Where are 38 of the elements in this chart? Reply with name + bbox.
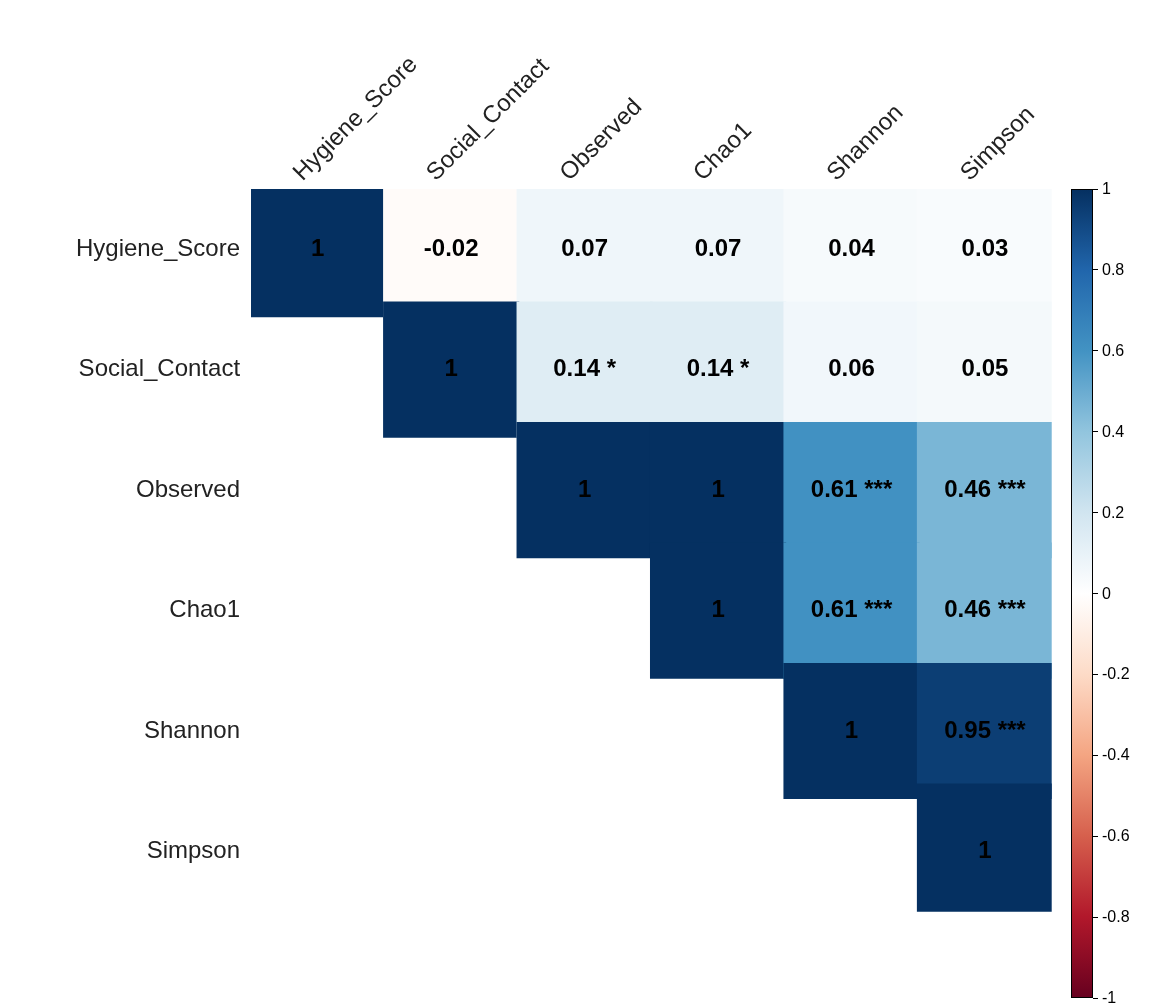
y-tick-label: Chao1 <box>169 595 241 623</box>
data-label: 0.06 <box>828 354 875 382</box>
data-label: 1 <box>844 715 859 743</box>
data-label: 1 <box>444 354 458 382</box>
y-tick-label: Shannon <box>143 715 241 743</box>
data-label: 1 <box>711 595 725 623</box>
data-label: 0.14 * <box>553 354 617 382</box>
data-label: 0.46 *** <box>944 595 1027 623</box>
color-bar-label: 0.4 <box>1102 422 1125 441</box>
color-bar-label: -0.2 <box>1102 665 1130 684</box>
data-label: 1 <box>577 474 592 502</box>
y-tick-label: Hygiene_Score <box>75 233 241 261</box>
data-label: 0.14 * <box>686 354 751 382</box>
data-label: 0.07 <box>561 233 608 261</box>
data-label: 0.61 *** <box>810 474 893 502</box>
data-label: 0.61 *** <box>810 595 893 623</box>
data-label: 0.04 <box>828 233 876 261</box>
data-label: 0.07 <box>694 233 742 261</box>
data-label: 0.03 <box>961 233 1009 261</box>
data-label: 0.05 <box>961 354 1009 382</box>
data-label: 0.46 *** <box>944 474 1027 502</box>
color-bar-label: 0 <box>1102 584 1111 603</box>
data-label: 1 <box>311 233 325 261</box>
color-bar-label: 0.6 <box>1102 341 1125 360</box>
color-bar-label: 1 <box>1102 180 1111 198</box>
color-bar-label: -0.4 <box>1102 746 1130 765</box>
y-tick-label: Simpson <box>146 836 241 864</box>
y-tick-label: Observed <box>136 474 241 502</box>
data-label: 1 <box>978 836 992 864</box>
color-bar-label: -0.6 <box>1102 827 1130 846</box>
color-bar-label: -1 <box>1102 989 1117 1004</box>
data-label: 1 <box>711 474 725 502</box>
data-label: -0.02 <box>423 233 479 261</box>
y-tick-label: Social_Contact <box>78 354 241 382</box>
color-bar-label: 0.2 <box>1102 503 1125 522</box>
color-bar-label: -0.8 <box>1102 908 1130 927</box>
data-label: 0.95 *** <box>944 715 1027 743</box>
color-bar-label: 0.8 <box>1102 260 1125 279</box>
